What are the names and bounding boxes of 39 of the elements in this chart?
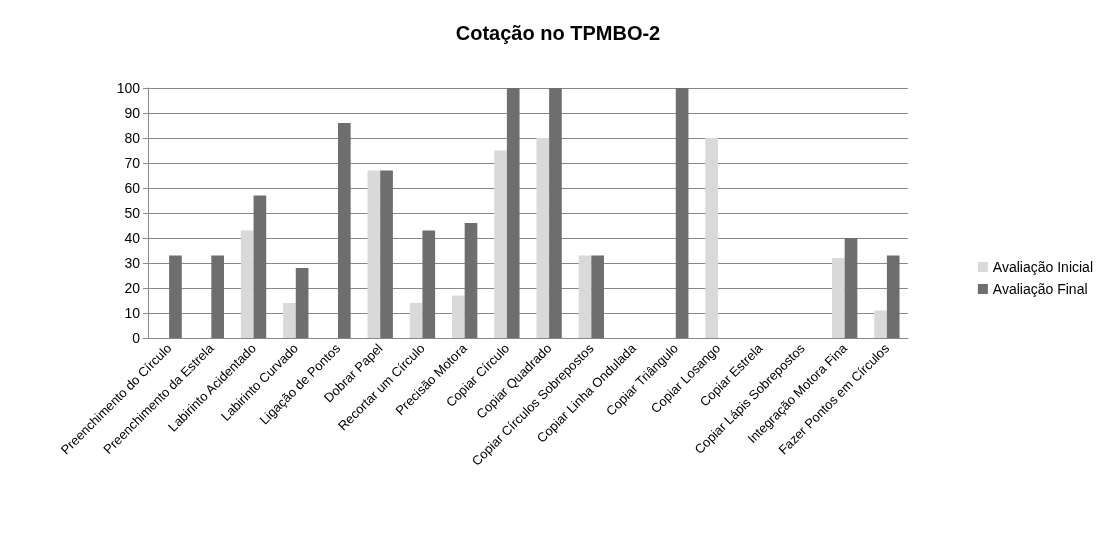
bar xyxy=(506,88,520,338)
bar xyxy=(240,230,254,338)
bar xyxy=(422,230,436,338)
y-tick-label: 100 xyxy=(116,80,141,96)
y-tick-label: 60 xyxy=(124,180,141,196)
bar xyxy=(874,310,887,338)
legend-label: Avaliação Inicial xyxy=(992,259,1094,275)
bar xyxy=(409,303,423,338)
y-tick-label: 0 xyxy=(132,330,141,346)
bar xyxy=(211,255,224,338)
bar xyxy=(591,255,604,338)
bar xyxy=(253,195,267,338)
y-tick-label: 20 xyxy=(124,280,141,296)
y-tick-label: 40 xyxy=(124,230,141,246)
y-tick-label: 50 xyxy=(124,205,141,221)
bar xyxy=(549,88,562,338)
bar xyxy=(464,223,478,338)
bar xyxy=(844,238,858,338)
bar xyxy=(832,258,845,338)
legend-label: Avaliação Final xyxy=(992,281,1088,297)
bar xyxy=(578,255,592,338)
y-tick-label: 30 xyxy=(124,255,141,271)
bar xyxy=(494,150,507,338)
bar xyxy=(536,138,550,338)
bar xyxy=(169,255,182,338)
y-tick-label: 90 xyxy=(124,105,141,121)
bar xyxy=(675,88,689,338)
chart-title: Cotação no TPMBO-2 xyxy=(455,22,661,44)
bar xyxy=(452,295,465,338)
y-tick-label: 70 xyxy=(124,155,141,171)
bar xyxy=(380,170,393,338)
y-tick-label: 10 xyxy=(124,305,141,321)
bar xyxy=(283,303,296,338)
bar xyxy=(367,170,381,338)
bar xyxy=(295,268,309,338)
bar xyxy=(338,123,351,338)
bar xyxy=(886,255,900,338)
y-tick-label: 80 xyxy=(124,130,141,146)
bar xyxy=(705,138,718,338)
